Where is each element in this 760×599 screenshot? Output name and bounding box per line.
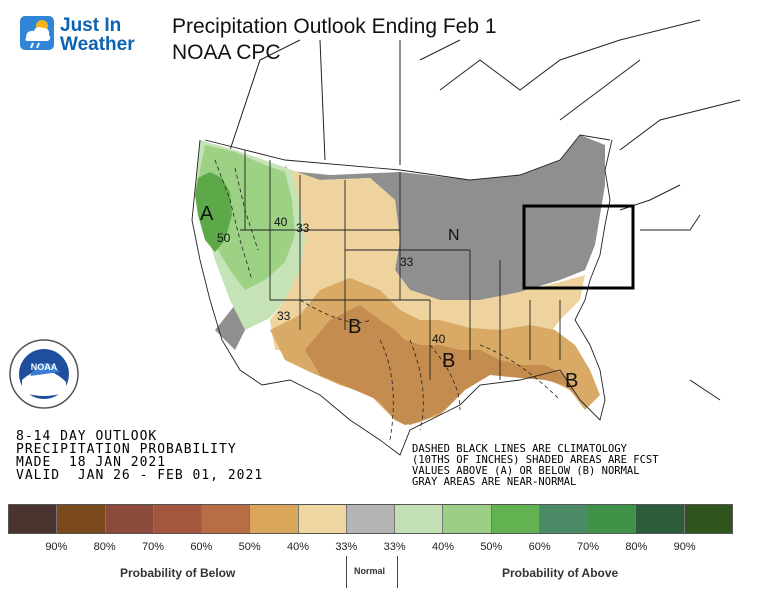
outlook-line-4: VALID JAN 26 - FEB 01, 2021 bbox=[16, 468, 264, 483]
contour-40: 40 bbox=[274, 215, 288, 229]
precipitation-map: A N B B B 40 50 33 33 33 40 NOAA bbox=[9, 19, 741, 456]
legend-percent: 60% bbox=[190, 541, 213, 553]
legend-swatch bbox=[346, 505, 396, 533]
logo-line-1: Just In bbox=[60, 15, 122, 36]
contour-33-c: 33 bbox=[400, 255, 414, 269]
legend-swatch bbox=[636, 505, 685, 533]
legend-percent: 70% bbox=[141, 541, 165, 553]
legend-percent: 50% bbox=[480, 541, 503, 553]
legend-normal-label: Normal bbox=[354, 566, 386, 576]
legend-above-label: Probability of Above bbox=[502, 566, 619, 580]
just-in-weather-logo: Just In Weather bbox=[18, 14, 166, 64]
legend-swatch bbox=[105, 505, 154, 533]
legend-swatch bbox=[250, 505, 299, 533]
weather-cloud-icon bbox=[20, 16, 54, 50]
contour-33-b: 33 bbox=[277, 309, 291, 323]
legend-swatch bbox=[57, 505, 106, 533]
label-below-3: B bbox=[565, 370, 578, 392]
legend-swatch bbox=[491, 505, 540, 533]
legend-percent: 70% bbox=[576, 541, 600, 553]
legend-below-label: Probability of Below bbox=[120, 566, 236, 580]
legend-percent: 80% bbox=[93, 541, 116, 553]
legend-percent: 60% bbox=[528, 541, 551, 553]
outlook-info: 8-14 DAY OUTLOOK PRECIPITATION PROBABILIT… bbox=[16, 430, 263, 482]
canada-outlines bbox=[229, 19, 741, 401]
outlook-line-2: PRECIPITATION PROBABILITY bbox=[16, 442, 237, 457]
legend-percent: 40% bbox=[286, 541, 310, 553]
legend-percent: 33% bbox=[335, 541, 358, 553]
legend-percent: 40% bbox=[431, 541, 455, 553]
page-title: Precipitation Outlook Ending Feb 1 NOAA … bbox=[172, 14, 497, 66]
note-line-1: DASHED BLACK LINES ARE CLIMATOLOGY bbox=[412, 443, 627, 455]
legend-swatch bbox=[539, 505, 589, 533]
legend-swatch bbox=[298, 505, 347, 533]
label-below-2: B bbox=[442, 350, 455, 372]
state-boundaries bbox=[191, 134, 613, 456]
label-normal: N bbox=[448, 227, 460, 244]
note-line-4: GRAY AREAS ARE NEAR-NORMAL bbox=[412, 476, 577, 488]
region-above-50 bbox=[195, 172, 232, 252]
legend-swatch bbox=[443, 505, 492, 533]
region-below-50 bbox=[305, 305, 575, 425]
contour-50: 50 bbox=[217, 231, 231, 245]
legend-percent: 90% bbox=[45, 541, 68, 553]
climatology-lines bbox=[214, 159, 561, 441]
logo-line-2: Weather bbox=[60, 34, 135, 55]
legend-color-bar bbox=[8, 504, 733, 534]
label-below-1: B bbox=[348, 316, 361, 338]
title-line-2: NOAA CPC bbox=[172, 41, 281, 64]
highlight-box bbox=[522, 204, 635, 290]
legend-swatch bbox=[153, 505, 203, 533]
legend-swatch bbox=[395, 505, 444, 533]
legend-swatch bbox=[684, 505, 732, 533]
contour-40-b: 40 bbox=[432, 332, 446, 346]
contour-33-a: 33 bbox=[296, 221, 310, 235]
title-line-1: Precipitation Outlook Ending Feb 1 bbox=[172, 15, 497, 38]
legend-percent: 33% bbox=[383, 541, 406, 553]
outlook-line-1: 8-14 DAY OUTLOOK bbox=[16, 429, 158, 444]
legend-swatch bbox=[588, 505, 637, 533]
label-above: A bbox=[200, 203, 214, 225]
note-line-2: (10THS OF INCHES) SHADED AREAS ARE FCST bbox=[412, 454, 659, 466]
legend-percent: 50% bbox=[238, 541, 261, 553]
legend-swatch bbox=[202, 505, 251, 533]
legend-swatch bbox=[9, 505, 58, 533]
seal-label: NOAA bbox=[31, 362, 58, 372]
outlook-line-3: MADE 18 JAN 2021 bbox=[16, 455, 167, 470]
climatology-note: DASHED BLACK LINES ARE CLIMATOLOGY (10THS… bbox=[412, 444, 659, 488]
legend-percent: 80% bbox=[625, 541, 648, 553]
note-line-3: VALUES ABOVE (A) OR BELOW (B) NORMAL bbox=[412, 465, 640, 477]
legend-normal-box bbox=[346, 556, 398, 588]
noaa-seal: NOAA bbox=[9, 339, 79, 409]
legend-percent: 90% bbox=[673, 541, 696, 553]
